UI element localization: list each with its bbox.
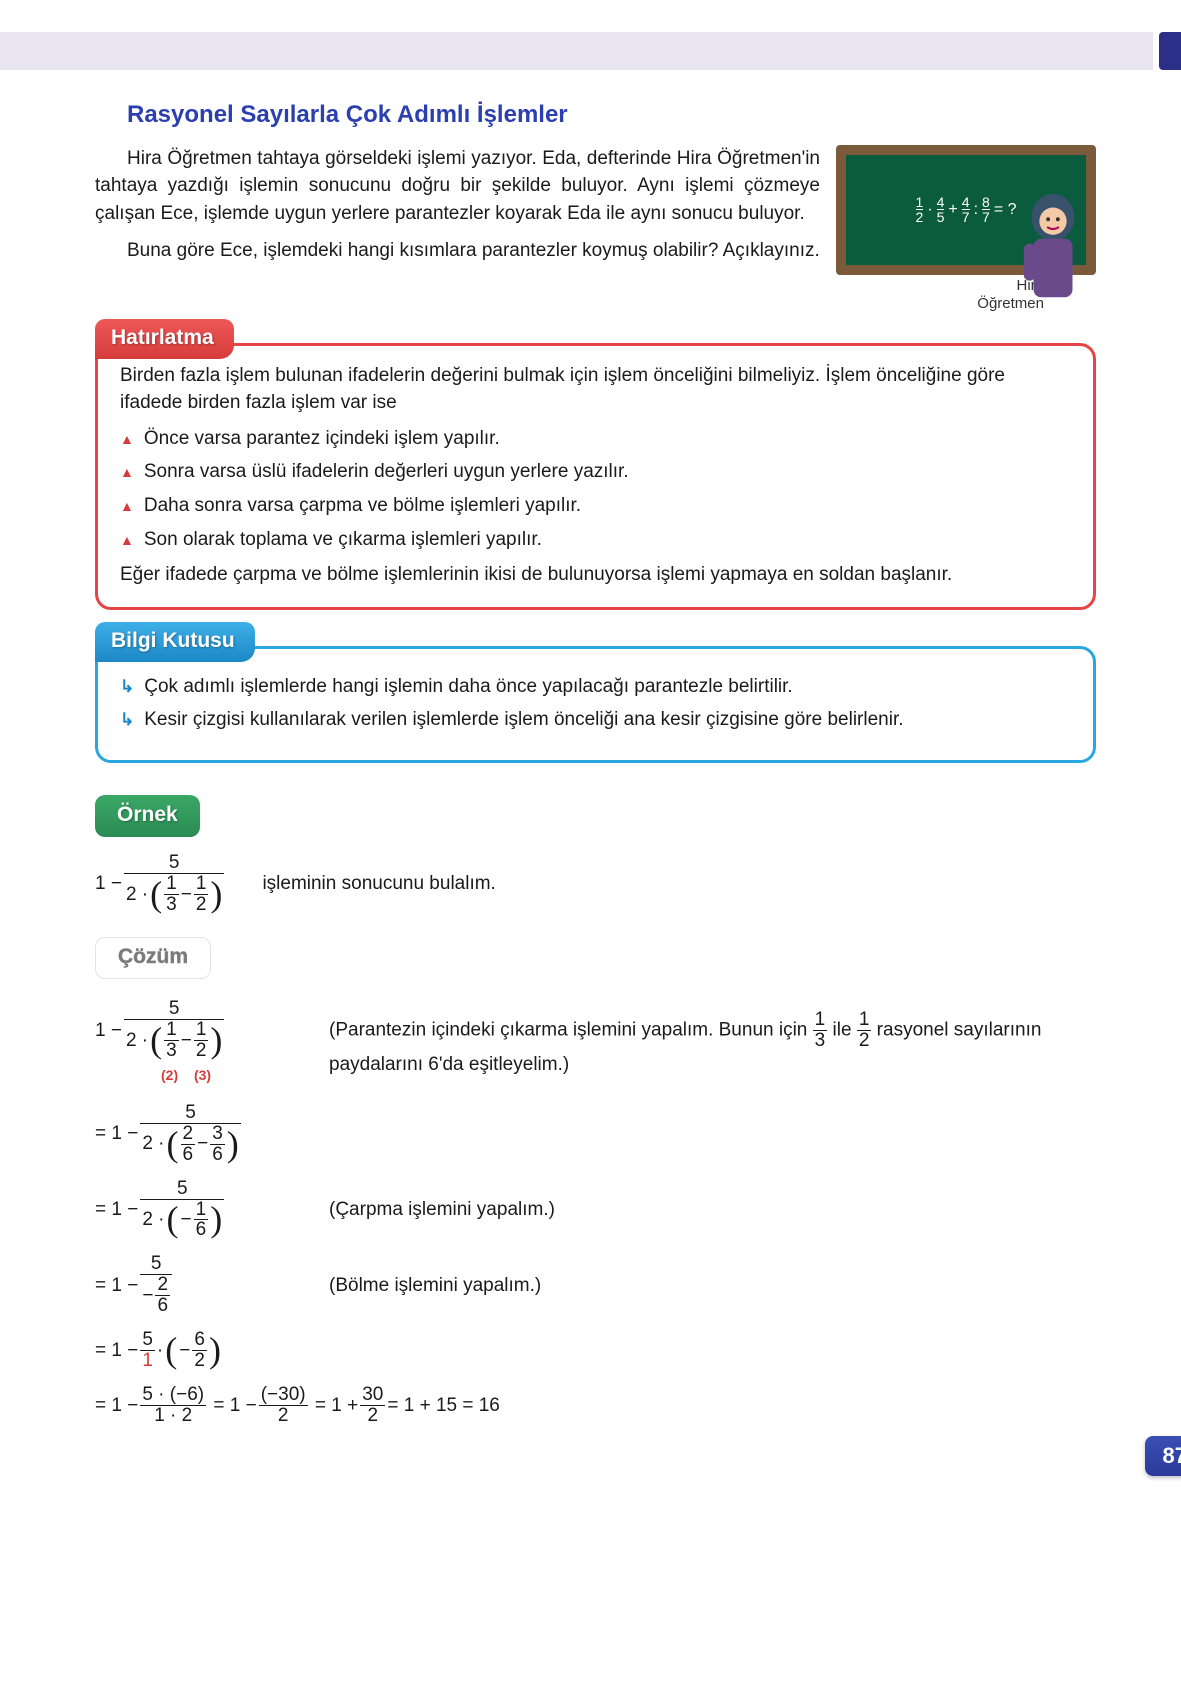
bm-b: 2	[916, 210, 924, 224]
bilgi-box: Bilgi Kutusu ↳Çok adımlı işlemlerde hang…	[95, 646, 1096, 763]
list-item: ▲ Son olarak toplama ve çıkarma işlemleri…	[120, 526, 1071, 554]
hatirlatma-lead: Birden fazla işlem bulunan ifadelerin de…	[120, 362, 1071, 417]
hatirlatma-badge: Hatırlatma	[95, 319, 234, 359]
page-title: Rasyonel Sayılarla Çok Adımlı İşlemler	[127, 98, 1096, 133]
triangle-icon: ▲	[120, 462, 134, 482]
note1: (2)	[161, 1067, 178, 1083]
bm-a: 1	[916, 195, 924, 209]
triangle-icon: ▲	[120, 496, 134, 516]
ornek-badge: Örnek	[95, 795, 200, 837]
arrow-icon: ↳	[120, 708, 134, 733]
cap2: Öğretmen	[836, 295, 1044, 313]
solution-step-5: = 1 − 51 · (− 62)	[95, 1330, 1096, 1371]
bi0: Çok adımlı işlemlerde hangi işlemin daha…	[144, 673, 792, 701]
e1b: ile	[833, 1019, 857, 1040]
board-equation: 12 · 45 + 47 : 87 = ?	[916, 195, 1017, 224]
solution-step-3: = 1 − 5 2 · (− 16) (Çarpma işlemini yapa…	[95, 1179, 1096, 1241]
plus-op: +	[948, 198, 957, 221]
solution-step-4: = 1 − 5 − 26 (Bölme işlemini yapalım.)	[95, 1254, 1096, 1316]
bilgi-list: ↳ Çok adımlı işlemlerde hangi işlemin dah…	[120, 673, 1071, 734]
intro-text: Hira Öğretmen tahtaya görseldeki işlemi …	[95, 145, 820, 313]
e1a: (Parantezin içindeki çıkarma işlemini ya…	[329, 1019, 813, 1040]
it1: Sonra varsa üslü ifadelerin değerleri uy…	[144, 458, 629, 486]
bm-d: 5	[937, 210, 945, 224]
list-item: ▲ Daha sonra varsa çarpma ve bölme işleml…	[120, 492, 1071, 520]
solution-step-6: = 1 − 5 · (−6)1 · 2 = 1 − (−30)2 = 1 + 3…	[95, 1385, 1096, 1426]
step-explain-3: (Bölme işlemini yapalım.)	[329, 1272, 541, 1300]
bi1: Kesir çizgisi kullanılarak verilen işlem…	[144, 706, 903, 734]
top-strip	[0, 32, 1181, 70]
list-item: ▲ Önce varsa parantez içindeki işlem yapı…	[120, 425, 1071, 453]
list-item: ▲ Sonra varsa üslü ifadelerin değerleri u…	[120, 458, 1071, 486]
chalkboard: 12 · 45 + 47 : 87 = ?	[836, 145, 1096, 275]
arrow-icon: ↳	[120, 675, 134, 700]
bm-f: 7	[962, 210, 970, 224]
intro-p2: Buna göre Ece, işlemdeki hangi kısımlara…	[95, 237, 820, 265]
intro-row: Hira Öğretmen tahtaya görseldeki işlemi …	[95, 145, 1096, 313]
page-number-badge: 87	[1145, 1436, 1181, 1476]
bm-g: 8	[982, 195, 990, 209]
strip-tab	[1159, 32, 1181, 70]
cozum-badge: Çözüm	[95, 937, 211, 979]
strip-bar	[0, 32, 1153, 70]
it2: Daha sonra varsa çarpma ve bölme işlemle…	[144, 492, 581, 520]
triangle-icon: ▲	[120, 530, 134, 550]
it3: Son olarak toplama ve çıkarma işlemleri …	[144, 526, 542, 554]
step-explain-1: (Parantezin içindeki çıkarma işlemini ya…	[329, 1010, 1096, 1078]
page-body: Rasyonel Sayılarla Çok Adımlı İşlemler H…	[0, 70, 1181, 1470]
final-eq: = 1 + 15 = 16	[387, 1392, 500, 1420]
step-explain-2: (Çarpma işlemini yapalım.)	[329, 1196, 555, 1224]
solution-step-2: = 1 − 5 2 · (26 − 36)	[95, 1103, 1096, 1165]
triangle-icon: ▲	[120, 429, 134, 449]
cap1: Hira	[836, 277, 1044, 295]
it0: Önce varsa parantez içindeki işlem yapıl…	[144, 425, 500, 453]
hatirlatma-tail: Eğer ifadede çarpma ve bölme işlemlerini…	[120, 561, 1071, 589]
teacher-icon	[1014, 190, 1092, 307]
bm-h: 7	[982, 210, 990, 224]
dot-op: ·	[927, 198, 932, 221]
div-op: :	[974, 198, 978, 221]
bilgi-badge: Bilgi Kutusu	[95, 622, 255, 662]
bm-c: 4	[937, 195, 945, 209]
hatirlatma-box: Hatırlatma Birden fazla işlem bulunan if…	[95, 343, 1096, 610]
bm-e: 4	[962, 195, 970, 209]
note2: (3)	[194, 1067, 211, 1083]
ornek-expr: 1 − 5 2 · (13 − 12) işleminin sonucunu b…	[95, 853, 1096, 915]
list-item: ↳ Kesir çizgisi kullanılarak verilen işle…	[120, 706, 1071, 734]
list-item: ↳ Çok adımlı işlemlerde hangi işlemin dah…	[120, 673, 1071, 701]
illustration: 12 · 45 + 47 : 87 = ?	[836, 145, 1096, 313]
hatirlatma-list: ▲ Önce varsa parantez içindeki işlem yapı…	[120, 425, 1071, 553]
solution-step-1: 1 − 5 2 · (13 − 12) (2) (3) (Parantezin …	[95, 999, 1096, 1088]
intro-p1: Hira Öğretmen tahtaya görseldeki işlemi …	[95, 145, 820, 228]
ornek-tail: işleminin sonucunu bulalım.	[262, 870, 495, 898]
